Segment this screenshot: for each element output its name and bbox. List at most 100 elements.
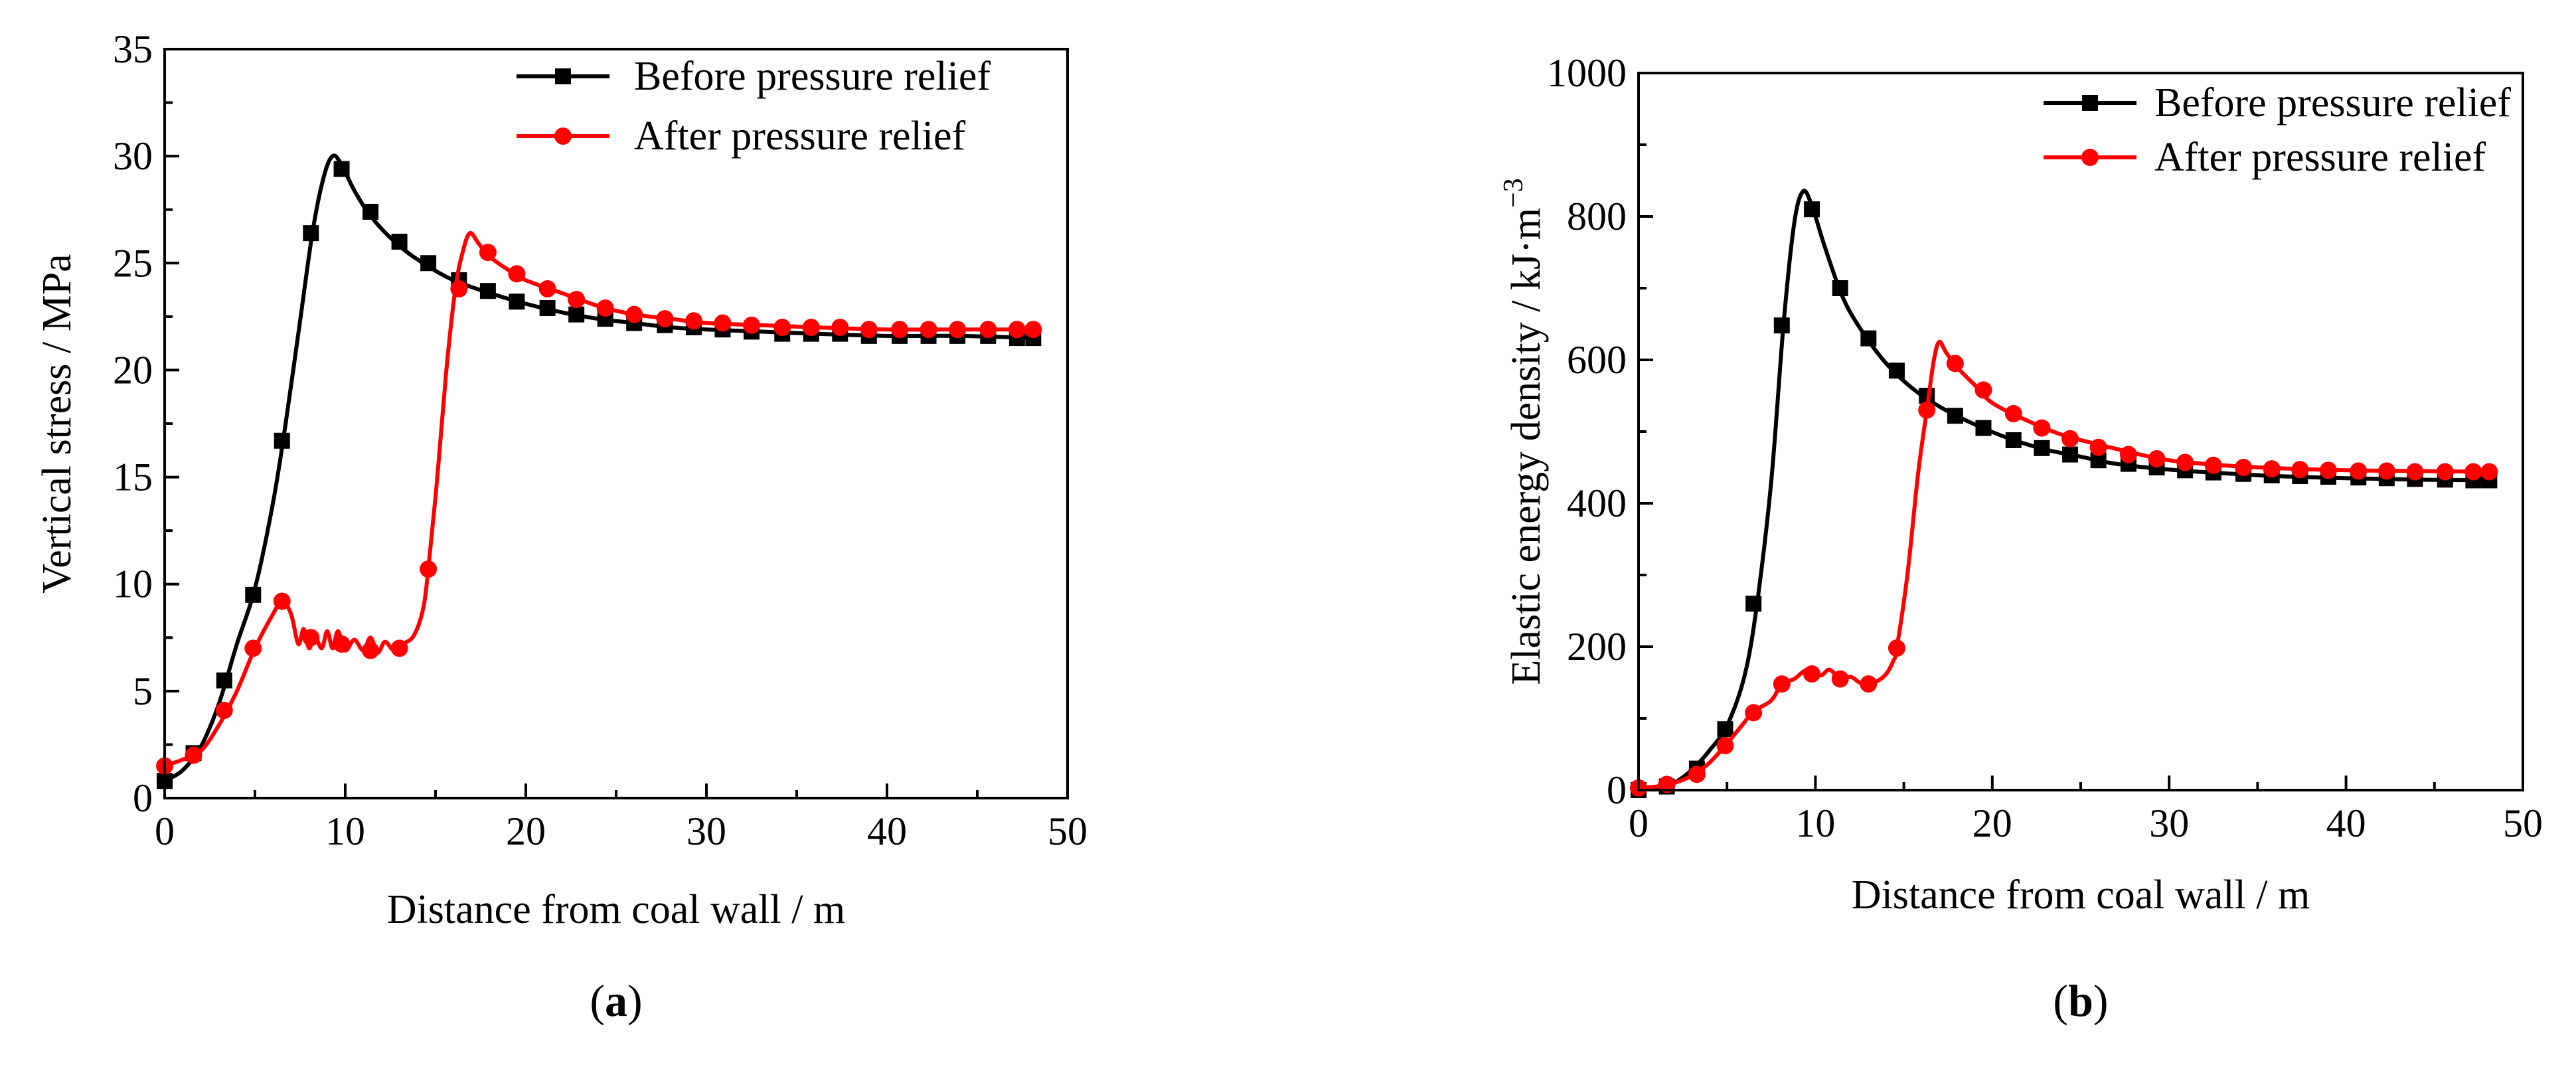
data-point-before: [2005, 432, 2022, 448]
data-point-after: [2061, 430, 2079, 448]
legend-entry-after-b: After pressure relief: [2044, 135, 2486, 180]
data-point-before: [245, 586, 262, 603]
x-tick-label: 30: [686, 809, 726, 853]
y-ticks-a: 0 5 10 15 20 25 30 35: [113, 27, 179, 820]
x-axis-label-b: Distance from coal wall / m: [1852, 872, 2310, 918]
x-tick-label: 10: [1795, 801, 1835, 845]
data-point-after: [1773, 675, 1791, 693]
y-tick-label: 30: [113, 134, 153, 178]
data-point-after: [390, 639, 408, 657]
data-point-before: [1975, 420, 1992, 436]
legend-marker-before-a: [555, 68, 571, 84]
x-tick-label: 20: [506, 809, 546, 853]
series-after-a: [156, 231, 1042, 775]
y-tick-label: 200: [1567, 625, 1627, 669]
y-tick-label: 25: [113, 241, 153, 285]
data-point-after: [743, 316, 760, 334]
x-tick-label: 50: [1048, 809, 1087, 853]
data-point-before: [479, 283, 496, 299]
panel-label-a: (a): [590, 975, 642, 1026]
data-point-after: [773, 318, 791, 336]
x-tick-label: 10: [325, 809, 365, 853]
data-point-after: [273, 592, 291, 610]
data-point-before: [2034, 440, 2050, 456]
data-point-after: [596, 299, 614, 317]
panel-letter-a: a: [605, 975, 627, 1026]
data-point-after: [2033, 419, 2051, 437]
data-point-after: [2148, 450, 2166, 468]
data-point-after: [185, 746, 202, 764]
data-point-after: [2004, 405, 2022, 422]
data-point-after: [684, 312, 702, 330]
data-point-after: [2480, 463, 2498, 481]
data-point-after: [802, 318, 820, 336]
data-point-before: [509, 293, 525, 310]
data-point-after: [2406, 463, 2424, 481]
legend-label-after-b: After pressure relief: [2154, 135, 2486, 180]
data-point-before: [420, 255, 437, 272]
data-point-after: [1024, 321, 1042, 339]
data-point-after: [538, 280, 556, 297]
data-point-after: [508, 265, 526, 283]
data-point-before: [1947, 408, 1963, 424]
y-tick-label: 5: [133, 669, 153, 713]
data-point-after: [568, 291, 586, 309]
data-point-after: [2291, 461, 2309, 479]
data-point-after: [2319, 461, 2337, 479]
data-point-after: [1918, 401, 1936, 419]
data-point-after: [362, 641, 380, 659]
data-point-after: [1860, 675, 1878, 693]
data-point-before: [362, 203, 379, 220]
x-tick-label: 20: [1972, 801, 2012, 845]
legend-b: Before pressure relief After pressure re…: [2044, 80, 2511, 180]
data-point-after: [2204, 456, 2222, 474]
legend-entry-before-b: Before pressure relief: [2044, 80, 2511, 125]
x-tick-label: 50: [2503, 801, 2543, 845]
data-point-after: [244, 639, 262, 657]
x-axis-label-a: Distance from coal wall / m: [387, 887, 845, 932]
y-tick-label: 800: [1567, 195, 1627, 238]
y-axis-label-exponent-b: −3: [1498, 178, 1529, 208]
data-point-after: [831, 318, 849, 336]
y-tick-label: 1000: [1547, 51, 1627, 95]
legend-marker-before-b: [2082, 95, 2098, 111]
data-point-before: [568, 306, 585, 323]
y-tick-label: 15: [113, 455, 153, 499]
y-tick-label: 0: [133, 776, 153, 820]
data-point-after: [625, 305, 643, 323]
y-tick-label: 600: [1567, 338, 1627, 382]
data-point-after: [1716, 737, 1734, 755]
data-point-before: [274, 432, 290, 449]
data-point-after: [1008, 321, 1026, 339]
data-point-after: [479, 244, 497, 262]
y-axis-label-b: Elastic energy density / kJ·m−3: [1498, 178, 1550, 685]
data-point-before: [1745, 596, 1762, 612]
data-point-after: [2119, 446, 2137, 463]
data-point-after: [1658, 776, 1676, 793]
data-point-after: [215, 701, 233, 719]
x-tick-label: 0: [1629, 801, 1649, 845]
data-point-after: [656, 310, 674, 328]
data-point-after: [891, 321, 909, 339]
data-point-after: [1831, 670, 1849, 688]
legend-label-before-a: Before pressure relief: [634, 54, 991, 99]
legend-label-after-a: After pressure relief: [634, 114, 966, 159]
data-point-before: [2062, 446, 2079, 463]
x-ticks-a: 0 10 20 30 40 50: [155, 783, 1087, 853]
data-point-before: [391, 234, 408, 250]
y-tick-label: 35: [113, 27, 153, 71]
y-tick-label: 20: [113, 348, 153, 392]
legend-entry-after-a: After pressure relief: [517, 114, 966, 159]
data-point-before: [216, 672, 232, 689]
x-tick-label: 40: [867, 809, 907, 853]
data-point-before: [1888, 363, 1905, 379]
series-after-b: [1630, 339, 2498, 797]
data-point-before: [1717, 721, 1733, 738]
series-layer-b: [1630, 189, 2498, 798]
x-tick-label: 40: [2326, 801, 2366, 845]
y-tick-label: 10: [113, 562, 153, 606]
data-point-before: [303, 225, 319, 242]
data-point-before: [1832, 280, 1848, 296]
y-axis-label-main-b: Elastic energy density / kJ·m: [1504, 208, 1549, 685]
